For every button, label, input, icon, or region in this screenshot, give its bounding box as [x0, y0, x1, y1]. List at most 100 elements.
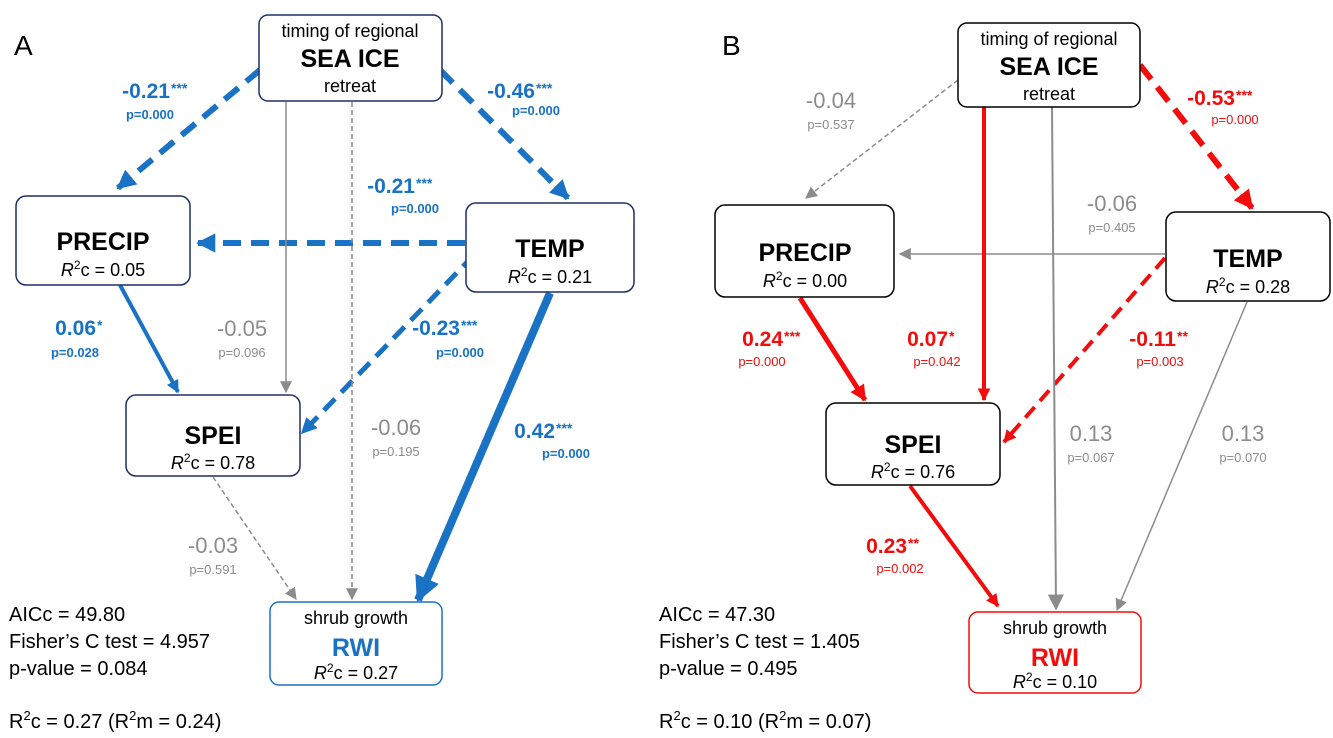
significance-stars: *	[97, 317, 103, 333]
r2-value: c = 0.05	[81, 260, 146, 280]
coef-label: -0.23	[412, 317, 460, 340]
node-r2: R2c = 0.76	[871, 460, 955, 482]
r2-value: c = 0.28	[1226, 277, 1291, 297]
edge-b-temp-rwi	[1115, 301, 1248, 612]
edge-label-a-spei-rwi: -0.03 p=0.591	[188, 533, 238, 577]
pvalue-fit-label: p-value = 0.495	[659, 658, 797, 680]
pvalue-label: p=0.000	[738, 354, 785, 369]
significance-stars: ***	[556, 420, 573, 436]
pvalue-label: p=0.028	[51, 345, 99, 360]
node-r2: R2c = 0.27	[314, 661, 398, 683]
panel-a: A -0.21 *** p=0.000 -0.46 *** p=0.000 -0…	[9, 14, 635, 733]
significance-stars: ***	[461, 317, 478, 333]
panel-b-letter: B	[722, 30, 741, 61]
node-b-precip: PRECIP R2c = 0.00	[714, 204, 895, 298]
coef-label: -0.46	[487, 80, 535, 103]
coef-label: 0.13	[1222, 421, 1265, 446]
aicc-label: AICc = 47.30	[659, 604, 775, 626]
pvalue-label: p=0.067	[1067, 450, 1114, 465]
node-title: TEMP	[1213, 245, 1282, 273]
coef-label: -0.11	[1129, 328, 1176, 351]
edge-label-b-seaice-precip: -0.04 p=0.537	[806, 88, 856, 132]
r2-value: c = 0.78	[191, 453, 256, 473]
edge-a-temp-spei	[300, 253, 476, 435]
edge-b-precip-spei	[797, 296, 868, 402]
edge-a-seaice-precip	[116, 67, 262, 191]
edge-label-b-precip-spei: 0.24 *** p=0.000	[738, 328, 801, 369]
node-title: RWI	[332, 634, 380, 662]
node-b-seaice: timing of regional SEA ICE retreat	[957, 22, 1141, 108]
coef-label: -0.53	[1187, 87, 1235, 110]
node-r2: R2c = 0.05	[61, 258, 145, 280]
edge-b-seaice-temp	[1137, 63, 1255, 210]
edge-b-spei-rwi	[908, 484, 1000, 608]
coef-label: 0.06	[55, 317, 96, 340]
significance-stars: ***	[416, 175, 433, 191]
pvalue-label: p=0.096	[218, 345, 265, 360]
model-fit-a: AICc = 49.80 Fisher’s C test = 4.957 p-v…	[9, 604, 221, 733]
coef-label: -0.06	[1087, 191, 1137, 216]
pvalue-label: p=0.003	[1136, 354, 1183, 369]
edge-label-a-temp-spei: -0.23 *** p=0.000	[412, 317, 484, 360]
node-title: TEMP	[515, 235, 584, 263]
r2-value: c = 0.00	[783, 271, 848, 291]
edge-label-b-temp-precip: -0.06 p=0.405	[1087, 191, 1137, 235]
pvalue-label: p=0.405	[1088, 220, 1135, 235]
coef-label: -0.06	[371, 415, 421, 440]
edge-label-a-seaice-temp: -0.46 *** p=0.000	[487, 80, 560, 118]
edge-label-b-seaice-rwi: 0.13 p=0.067	[1067, 421, 1114, 465]
node-b-temp: TEMP R2c = 0.28	[1165, 211, 1331, 302]
edge-label-b-spei-rwi: 0.23 ** p=0.002	[866, 535, 924, 576]
node-title: SEA ICE	[999, 53, 1098, 81]
coef-label: -0.03	[188, 533, 238, 558]
edge-label-a-precip-spei: 0.06 * p=0.028	[51, 317, 103, 360]
edge-label-a-seaice-spei: -0.05 p=0.096	[217, 316, 267, 360]
fisher-label: Fisher’s C test = 1.405	[659, 631, 860, 653]
edge-b-seaice-precip	[805, 79, 959, 199]
coef-label: 0.23	[866, 535, 907, 558]
significance-stars: ***	[784, 328, 801, 344]
node-title: SPEI	[885, 431, 942, 459]
significance-stars: **	[908, 535, 919, 551]
edge-label-a-temp-rwi: 0.42 *** p=0.000	[514, 420, 590, 461]
significance-stars: *	[949, 328, 955, 344]
coef-label: 0.13	[1070, 421, 1113, 446]
pvalue-label: p=0.000	[1211, 112, 1258, 127]
edge-label-a-temp-precip: -0.21 *** p=0.000	[367, 175, 439, 216]
node-subtitle: shrub growth	[304, 608, 408, 628]
node-title: PRECIP	[758, 239, 851, 267]
significance-stars: ***	[171, 80, 188, 96]
r2-value: c = 0.27	[334, 663, 399, 683]
coef-label: 0.07	[907, 328, 948, 351]
fisher-label: Fisher’s C test = 4.957	[9, 631, 210, 653]
node-r2: R2c = 0.00	[763, 269, 847, 291]
edge-label-b-temp-rwi: 0.13 p=0.070	[1219, 421, 1266, 465]
edge-b-seaice-rwi	[1047, 106, 1064, 611]
node-r2: R2c = 0.10	[1013, 670, 1097, 692]
r2-value: c = 0.10	[1033, 672, 1098, 692]
pvalue-label: p=0.000	[391, 201, 439, 216]
significance-stars: **	[1177, 328, 1188, 344]
node-a-rwi: shrub growth RWI R2c = 0.27	[269, 601, 443, 686]
r2-summary: R2c = 0.10 (R2m = 0.07)	[659, 708, 871, 733]
pvalue-label: p=0.195	[372, 444, 419, 459]
node-subtitle: shrub growth	[1003, 618, 1107, 638]
node-a-spei: SPEI R2c = 0.78	[125, 394, 301, 477]
significance-stars: ***	[536, 80, 553, 96]
edge-label-a-seaice-rwi: -0.06 p=0.195	[371, 415, 421, 459]
node-subtitle: timing of regional	[281, 21, 418, 41]
node-title: SPEI	[185, 422, 242, 450]
coef-label: 0.42	[514, 420, 555, 443]
edge-b-temp-spei	[1002, 256, 1167, 444]
significance-stars: ***	[1236, 87, 1253, 103]
pvalue-label: p=0.000	[512, 103, 560, 118]
pvalue-label: p=0.070	[1219, 450, 1266, 465]
pvalue-label: p=0.000	[436, 345, 484, 360]
coef-label: 0.24	[742, 328, 783, 351]
node-a-precip: PRECIP R2c = 0.05	[15, 195, 191, 286]
edge-label-b-seaice-temp: -0.53 *** p=0.000	[1187, 87, 1259, 127]
model-fit-b: AICc = 47.30 Fisher’s C test = 1.405 p-v…	[659, 604, 871, 733]
node-b-spei: SPEI R2c = 0.76	[825, 402, 1001, 486]
coef-label: -0.21	[122, 80, 170, 103]
